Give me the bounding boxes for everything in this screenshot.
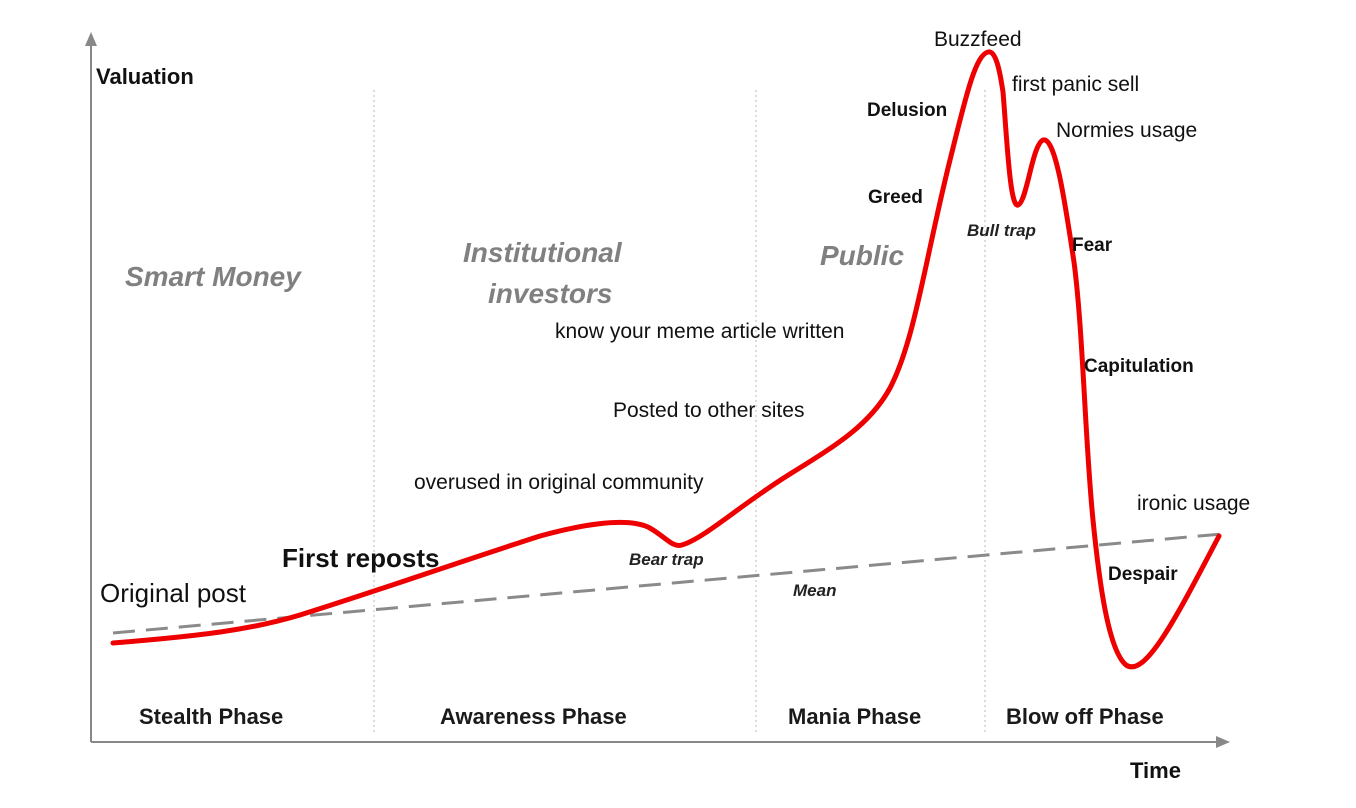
annotation-first-reposts: First reposts [282, 543, 440, 573]
y-axis-label: Valuation [96, 64, 194, 89]
valuation-curve [110, 49, 1222, 670]
annotation-overused: overused in original community [414, 471, 704, 494]
annotation-bear-trap: Bear trap [629, 550, 704, 569]
group-label-investors: investors [488, 278, 613, 309]
group-label-smart-money: Smart Money [125, 261, 302, 292]
phase-label-stealth: Stealth Phase [139, 704, 283, 729]
annotation-posted-other-sites: Posted to other sites [613, 399, 804, 422]
phase-label-mania: Mania Phase [788, 704, 921, 729]
phase-label-awareness: Awareness Phase [440, 704, 627, 729]
annotation-normies-usage: Normies usage [1056, 119, 1197, 142]
annotation-kym-article: know your meme article written [555, 320, 844, 343]
group-label-public: Public [820, 240, 904, 271]
annotation-buzzfeed: Buzzfeed [934, 28, 1022, 51]
annotation-ironic-usage: ironic usage [1137, 492, 1250, 515]
phase-label-blow-off: Blow off Phase [1006, 704, 1164, 729]
annotation-original-post: Original post [100, 578, 247, 608]
annotation-greed: Greed [868, 187, 923, 208]
annotation-first-panic-sell: first panic sell [1012, 73, 1139, 96]
annotation-despair: Despair [1108, 564, 1178, 585]
y-axis-arrow [85, 32, 97, 46]
annotation-delusion: Delusion [867, 100, 947, 121]
x-axis-label: Time [1130, 758, 1181, 783]
annotation-bull-trap: Bull trap [967, 221, 1036, 240]
annotation-mean: Mean [793, 581, 836, 600]
annotation-fear: Fear [1072, 235, 1113, 256]
group-label-institutional: Institutional [463, 237, 623, 268]
x-axis-arrow [1216, 736, 1230, 748]
annotation-capitulation: Capitulation [1084, 356, 1194, 377]
